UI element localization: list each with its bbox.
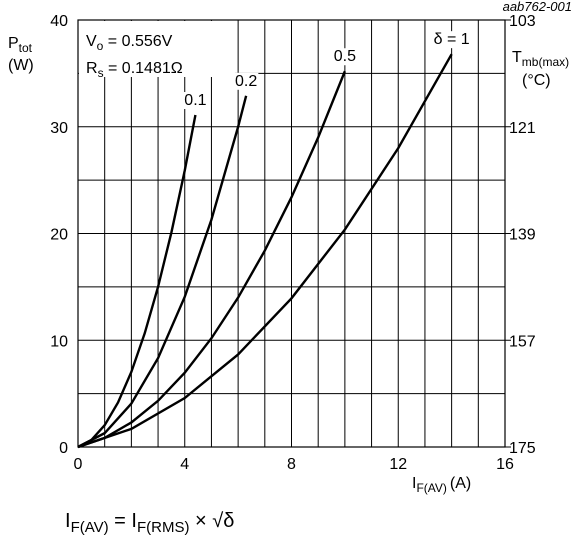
x-axis-label: IF(AV) (A) [412,475,471,495]
y2-tick-label: 121 [509,120,536,137]
x-label-unit: (A) [450,475,471,492]
y2-label-sub: mb(max) [522,55,569,69]
x-tick-label: 16 [496,456,514,473]
annotation-sub: s [98,66,104,80]
y2-tick-label: 139 [509,227,536,244]
y-label-sub: tot [19,41,33,55]
annotation-box [79,21,235,77]
annotation-rest: = 0.1481Ω [104,60,183,77]
annotation-sub: o [97,39,104,53]
y2-label-main: T [512,49,522,66]
y-axis-label: Ptot [8,35,33,55]
annotation: Vo = 0.556V [86,33,173,53]
line [77,95,248,449]
y-label-main: P [8,35,19,52]
y2-axis-label: Tmb(max) [512,49,569,69]
plot-frame [77,19,506,448]
y2-tick-label: 175 [509,440,536,457]
y2-axis-unit: (°C) [522,72,551,89]
y-tick-label: 20 [50,227,68,244]
series-label-bg [432,31,471,49]
x-tick-label: 0 [74,456,83,473]
formula: IF(AV) = IF(RMS) × √δ [65,510,234,536]
y-tick-label: 40 [50,13,68,30]
annotation-rest: = 0.556V [103,33,172,50]
formula-c: × √δ [189,510,234,532]
x-tick-label: 8 [287,456,296,473]
y2-tick-label: 157 [509,333,536,350]
y2-tick-label: 103 [509,13,536,30]
formula-a: I [65,510,71,532]
x-label-main: I [412,475,416,492]
y-tick-label: 30 [50,120,68,137]
series-label-bg [183,92,208,110]
y-tick-label: 0 [59,440,68,457]
y-tick-label: 10 [50,333,68,350]
line [77,114,197,449]
line [77,70,346,449]
series-label: δ = 1 [434,31,470,48]
y-axis-unit: (W) [8,57,34,74]
annotation-main: V [86,33,97,50]
series-label: 0.2 [235,73,257,90]
line [77,53,453,449]
formula-b: = I [109,510,137,532]
x-label-sub: F(AV) [416,481,446,495]
series-label: 0.5 [334,48,356,65]
annotation: Rs = 0.1481Ω [86,60,183,80]
series-label-bg [332,48,358,66]
figure-id: aab762-001 [503,0,572,14]
x-tick-label: 4 [180,456,189,473]
x-tick-label: 12 [389,456,407,473]
series-label-bg [234,72,259,90]
formula-b-sub: F(RMS) [137,519,190,536]
annotation-main: R [86,60,98,77]
formula-a-sub: F(AV) [71,519,109,536]
series-label: 0.1 [184,92,206,109]
